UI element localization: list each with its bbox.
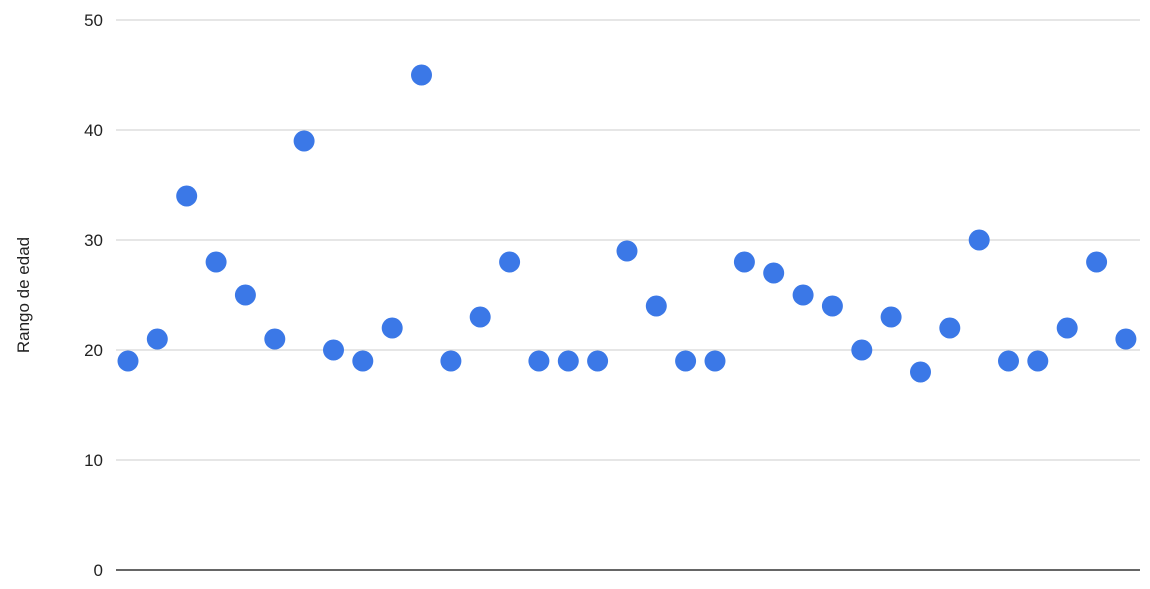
data-point (851, 339, 873, 361)
data-point (264, 328, 286, 350)
gridlines (116, 19, 1140, 461)
data-point (821, 295, 843, 317)
data-point (733, 251, 755, 273)
data-point (557, 350, 579, 372)
data-point (587, 350, 609, 372)
data-point (763, 262, 785, 284)
y-tick-label: 50 (84, 11, 103, 30)
data-point (1115, 328, 1137, 350)
data-point (411, 64, 432, 86)
data-point (968, 229, 990, 251)
data-points (117, 64, 1137, 383)
data-point (499, 251, 521, 273)
data-point (1056, 317, 1078, 339)
data-point (381, 317, 403, 339)
data-point (352, 350, 374, 372)
y-tick-label: 0 (94, 561, 103, 580)
y-tick-labels: 0 10 20 30 40 50 (84, 11, 103, 580)
y-tick-label: 40 (84, 121, 103, 140)
data-point (176, 185, 198, 207)
data-point (293, 130, 315, 152)
data-point (939, 317, 961, 339)
y-tick-label: 10 (84, 451, 103, 470)
data-point (910, 361, 931, 383)
data-point (528, 350, 550, 372)
data-point (469, 306, 491, 328)
data-point (792, 284, 814, 306)
y-tick-label: 20 (84, 341, 103, 360)
data-point (205, 251, 227, 273)
data-point (117, 350, 139, 372)
data-point (440, 350, 462, 372)
data-point (998, 350, 1019, 372)
data-point (880, 306, 902, 328)
data-point (234, 284, 256, 306)
data-point (1086, 251, 1108, 273)
data-point (645, 295, 667, 317)
data-point (323, 339, 344, 361)
data-point (704, 350, 726, 372)
y-tick-label: 30 (84, 231, 103, 250)
data-point (146, 328, 168, 350)
y-axis-label: Rango de edad (14, 237, 33, 353)
data-point (1027, 350, 1049, 372)
data-point (675, 350, 697, 372)
data-point (616, 240, 638, 262)
